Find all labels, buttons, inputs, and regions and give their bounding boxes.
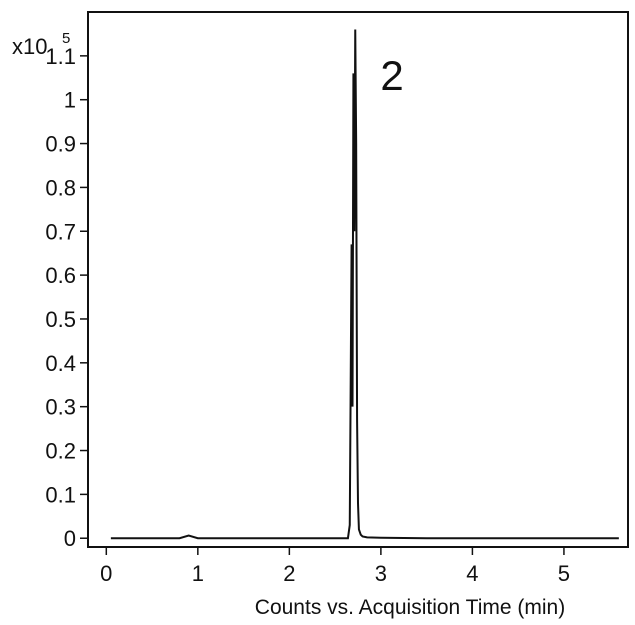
x-tick-label: 4	[466, 561, 478, 586]
y-axis: 0 0.1 0.2 0.3 0.4 0.5 0.6 0.7 0.8 0.9 1 1.1	[45, 44, 88, 551]
x-tick-label: 2	[283, 561, 295, 586]
x-tick-label: 3	[375, 561, 387, 586]
y-tick-label: 0.7	[45, 219, 76, 244]
y-tick-label: 0.5	[45, 307, 76, 332]
peak-label: 2	[380, 52, 403, 99]
y-multiplier-exponent: 5	[62, 30, 70, 47]
x-tick-label: 5	[558, 561, 570, 586]
y-tick-label: 0.8	[45, 175, 76, 200]
y-tick-label: 0.6	[45, 263, 76, 288]
y-tick-label: 0.3	[45, 395, 76, 420]
x-axis: 0 1 2 3 4 5	[100, 547, 570, 586]
y-tick-label: 0.4	[45, 351, 76, 376]
y-tick-label: 0	[64, 526, 76, 551]
y-tick-label: 0.9	[45, 132, 76, 157]
x-tick-label: 0	[100, 561, 112, 586]
y-tick-label: 0.1	[45, 482, 76, 507]
y-tick-label: 0.2	[45, 439, 76, 464]
x-tick-label: 1	[192, 561, 204, 586]
x-axis-label: Counts vs. Acquisition Time (min)	[255, 596, 565, 619]
y-multiplier-base: x10	[12, 34, 47, 59]
chromatogram-trace	[110, 29, 619, 540]
y-tick-label: 1	[64, 88, 76, 113]
y-tick-label: 1.1	[45, 44, 76, 69]
